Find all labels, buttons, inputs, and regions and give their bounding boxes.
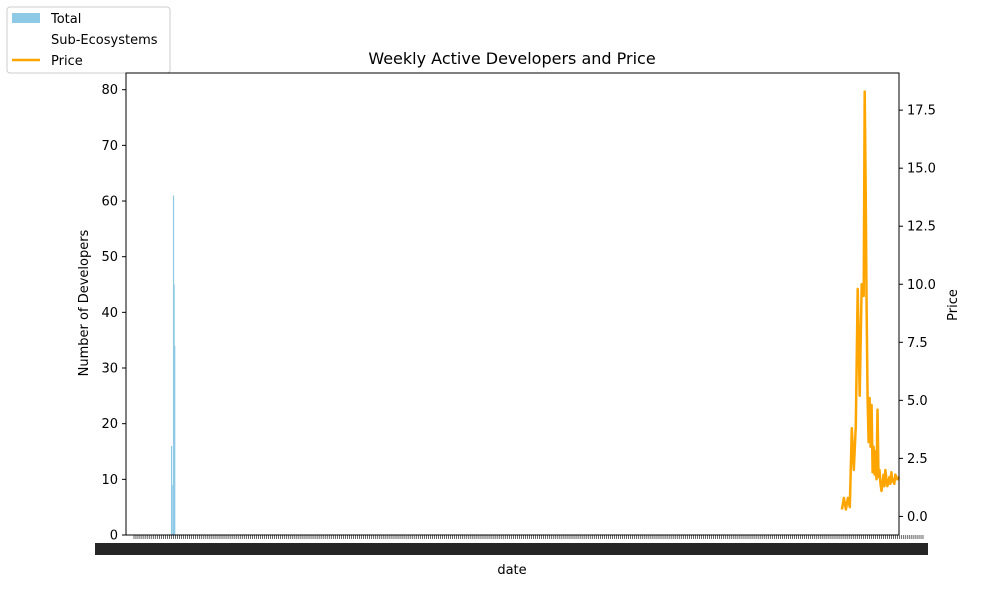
legend-label-total: Total (50, 12, 81, 27)
total-bars (170, 195, 176, 535)
y-tick-label-left-7: 70 (101, 139, 118, 154)
y-tick-label-left-0: 0 (110, 529, 118, 544)
y-tick-label-left-6: 60 (101, 195, 118, 210)
y-tick-label-right-2: 5.0 (907, 394, 928, 409)
price-line-layer (840, 90, 901, 511)
y-tick-label-right-1: 2.5 (907, 452, 928, 467)
y-tick-label-left-8: 80 (101, 83, 118, 98)
plot-frame (125, 72, 900, 536)
total-bar-1 (171, 484, 173, 535)
y-tick-label-right-5: 12.5 (907, 220, 936, 235)
y-tick-label-right-7: 17.5 (907, 104, 936, 119)
x-ticks (95, 535, 928, 555)
y-ticks-left: 0 10 20 30 40 50 60 70 80 (101, 83, 126, 544)
y-axis-label-left: Number of Developers (77, 229, 92, 376)
y-tick-label-left-1: 10 (101, 473, 118, 488)
y-tick-label-right-3: 7.5 (907, 336, 928, 351)
legend-label-sub-ecosystems: Sub-Ecosystems (51, 33, 158, 48)
y-tick-label-right-6: 15.0 (907, 162, 936, 177)
chart-title: Weekly Active Developers and Price (368, 49, 655, 68)
legend-swatch-total (12, 13, 40, 23)
y-axis-label-right: Price (946, 289, 961, 321)
y-ticks-right: 0.0 2.5 5.0 7.5 10.0 12.5 15.0 17.5 (899, 104, 936, 525)
y-tick-label-left-5: 50 (101, 250, 118, 265)
price-line (840, 90, 901, 511)
x-axis-label: date (497, 563, 526, 578)
total-bar-4 (174, 345, 176, 535)
legend-label-price: Price (51, 54, 83, 69)
legend-frame (6, 6, 171, 74)
y-tick-label-left-2: 20 (101, 417, 118, 432)
y-tick-label-right-0: 0.0 (907, 510, 928, 525)
y-tick-label-left-3: 30 (101, 362, 118, 377)
legend: Total Sub-Ecosystems Price (6, 6, 171, 74)
y-tick-label-left-4: 40 (101, 306, 118, 321)
y-tick-label-right-4: 10.0 (907, 278, 936, 293)
x-tick-label-band (95, 543, 928, 555)
